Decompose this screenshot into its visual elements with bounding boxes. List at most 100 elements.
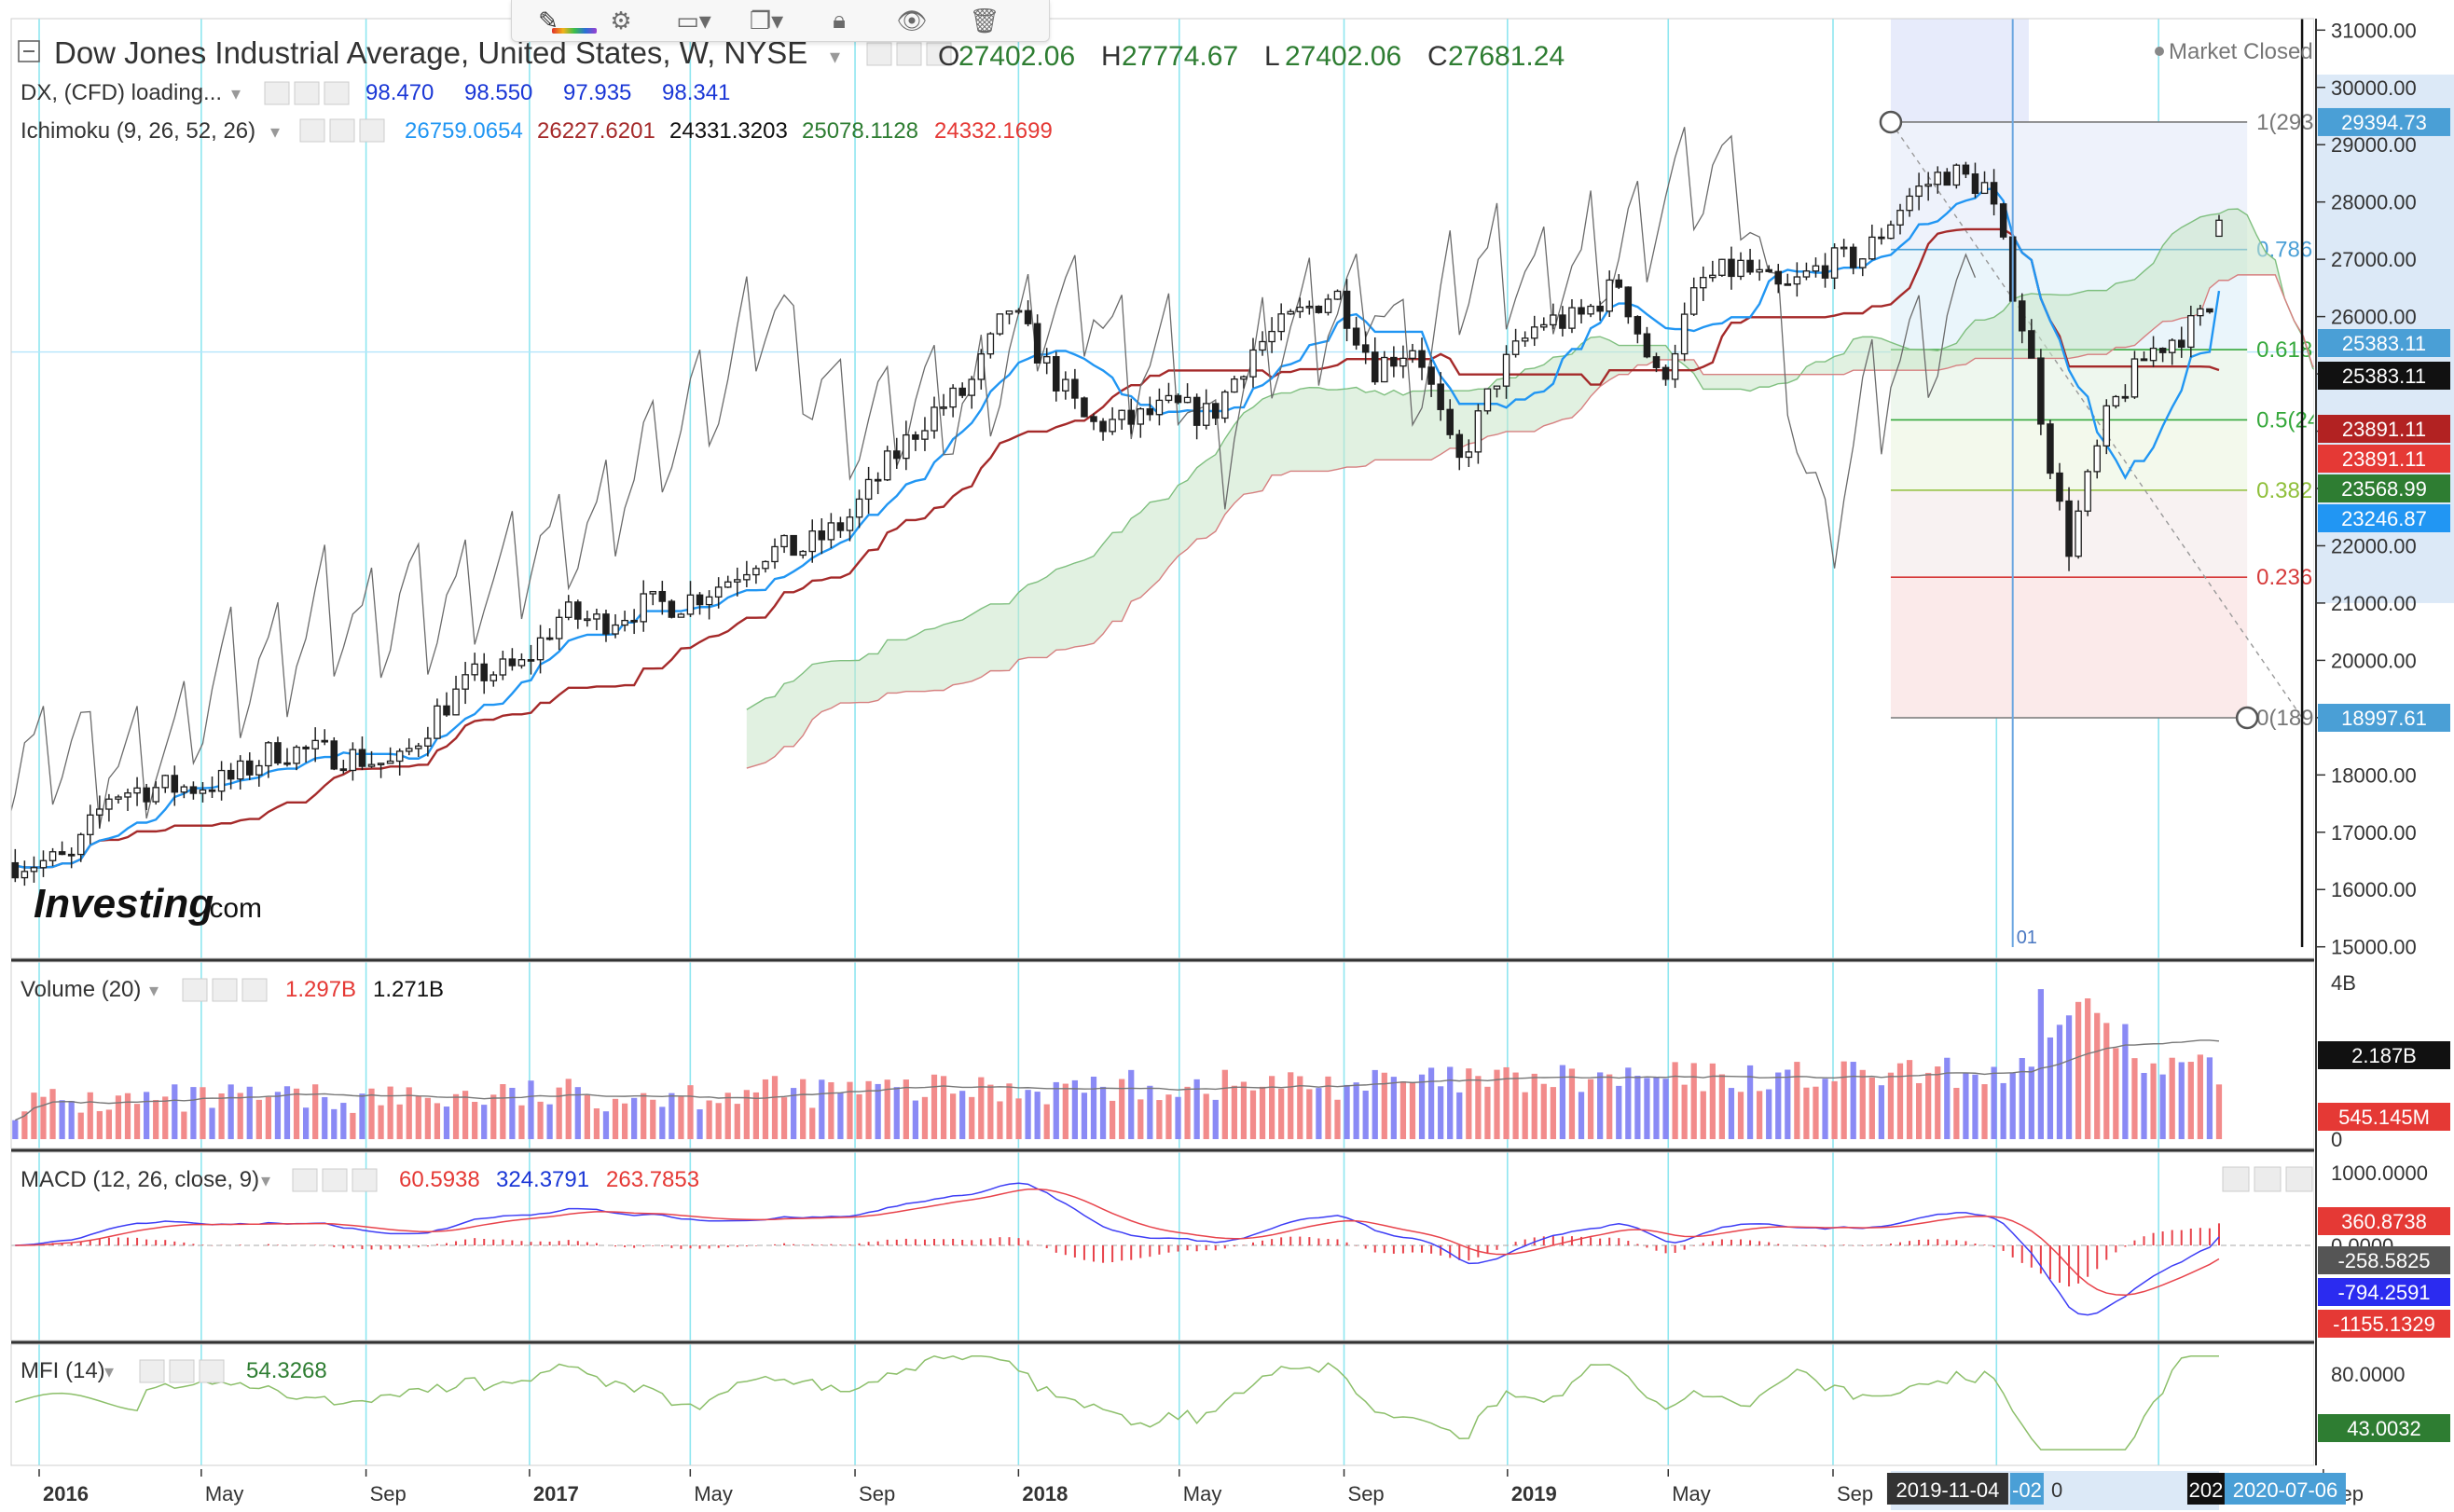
pencil-icon[interactable]: ✎ <box>538 6 558 34</box>
price-marker-label: 23568.99 <box>2341 477 2427 501</box>
volume-bar <box>96 1110 103 1139</box>
volume-bar <box>1325 1076 1331 1139</box>
candle-up <box>1062 378 1069 392</box>
volume-bar <box>2113 1048 2119 1139</box>
macd-marker: -794.2591 <box>2318 1278 2450 1306</box>
candle-down <box>330 740 338 770</box>
candle-down <box>1962 164 1970 175</box>
candle-up <box>1924 184 1932 187</box>
candle-up <box>386 760 394 764</box>
volume-bar <box>1728 1088 1735 1139</box>
range-end-label: 2020-07-06 <box>2233 1478 2338 1502</box>
volume-bar <box>2141 1072 2147 1139</box>
volume-bar <box>31 1093 37 1139</box>
candle-up <box>621 619 628 626</box>
candle-up <box>452 688 460 716</box>
volume-bar <box>1775 1072 1782 1139</box>
volume-bar <box>1025 1090 1031 1139</box>
volume-bar <box>903 1079 909 1139</box>
volume-bar <box>1494 1069 1500 1139</box>
candle-down <box>274 742 282 764</box>
price-marker-box <box>2318 1207 2450 1235</box>
candle-up <box>1042 356 1051 364</box>
volume-bar <box>2056 1024 2063 1139</box>
volume-bar <box>190 1087 197 1139</box>
indicator-control-button <box>264 81 290 105</box>
time-tick-label: 2016 <box>43 1482 89 1505</box>
volume-bar <box>1587 1079 1594 1139</box>
lock-icon[interactable]: 🔒︎ <box>833 6 846 34</box>
candle-up <box>2130 358 2139 398</box>
cloud-fill <box>746 209 2314 769</box>
volume-bar <box>1006 1083 1013 1139</box>
time-tick-label: Sep <box>1348 1482 1385 1505</box>
candle-down <box>696 594 704 606</box>
candle-down <box>1446 408 1454 435</box>
volume-bar <box>1156 1100 1163 1139</box>
volume-bar <box>1128 1069 1135 1139</box>
volume-indicator-name: Volume (20) <box>21 977 141 1002</box>
trash-icon[interactable]: 🗑︎ <box>969 6 1000 34</box>
candle-down <box>1211 403 1220 419</box>
volume-bar <box>1916 1082 1923 1139</box>
candle-up <box>903 433 910 460</box>
volume-bar <box>1353 1082 1359 1139</box>
volume-bar <box>12 1120 19 1139</box>
volume-bar <box>1625 1067 1632 1139</box>
candle-up <box>1109 419 1116 433</box>
volume-bar <box>1418 1074 1426 1139</box>
candle-up <box>377 763 385 766</box>
candle-down <box>1624 286 1633 318</box>
volume-bar <box>368 1088 375 1139</box>
volume-bar <box>1015 1098 1022 1139</box>
layers-icon[interactable]: ▭▾ <box>676 6 711 34</box>
volume-bar <box>500 1084 506 1139</box>
price-tick-label: 16000.00 <box>2331 878 2417 901</box>
candle-down <box>1099 420 1107 433</box>
candle-down <box>893 450 901 460</box>
candlesticks: 01 <box>11 19 2304 948</box>
volume-bar <box>1794 1062 1800 1139</box>
volume-bar <box>49 1089 56 1139</box>
volume-bar <box>1850 1062 1856 1139</box>
volume-bar <box>1672 1062 1678 1139</box>
candle-down <box>1661 366 1670 380</box>
candle-down <box>171 775 179 793</box>
candle-up <box>2187 314 2195 349</box>
candle-down <box>1352 327 1360 346</box>
candle-up <box>968 378 976 396</box>
eye-icon[interactable]: 👁︎ <box>896 6 928 34</box>
mfi-line <box>15 1354 2219 1450</box>
volume-tick-label: 4B <box>2331 971 2356 995</box>
candle-down <box>1146 407 1154 416</box>
volume-marker: 2.187B <box>2318 1041 2450 1069</box>
candle-up <box>2197 308 2204 317</box>
ichimoku-value: 24332.1699 <box>934 118 1053 144</box>
candle-down <box>480 663 488 681</box>
volume-marker: 545.145M <box>2318 1103 2450 1131</box>
volume-bar <box>528 1080 534 1139</box>
candle-up <box>30 867 38 873</box>
volume-bar <box>847 1081 853 1139</box>
candle-up <box>1550 314 1557 326</box>
candle-down <box>67 853 76 857</box>
range-mid2-label: 0 <box>2051 1478 2062 1502</box>
gear-icon[interactable]: ⚙ <box>610 6 632 34</box>
volume-bar <box>1203 1093 1209 1139</box>
candle-down <box>2056 472 2063 502</box>
chikou-span-line <box>11 127 1977 829</box>
candle-up <box>1118 409 1125 420</box>
candle-down <box>818 530 826 541</box>
volume-bar <box>124 1093 131 1139</box>
copy-icon[interactable]: ❐▾ <box>749 6 784 34</box>
time-tick-label: 2019 <box>1511 1482 1557 1505</box>
indicator-control-button <box>212 978 238 1002</box>
volume-bar <box>2197 1054 2203 1139</box>
candle-up <box>1689 287 1698 315</box>
macd-marker: 360.8738 <box>2318 1207 2450 1235</box>
fib-zone <box>1890 577 2248 719</box>
volume-bar <box>1991 1066 1997 1139</box>
volume-bar <box>875 1083 881 1139</box>
candle-down <box>143 787 150 803</box>
